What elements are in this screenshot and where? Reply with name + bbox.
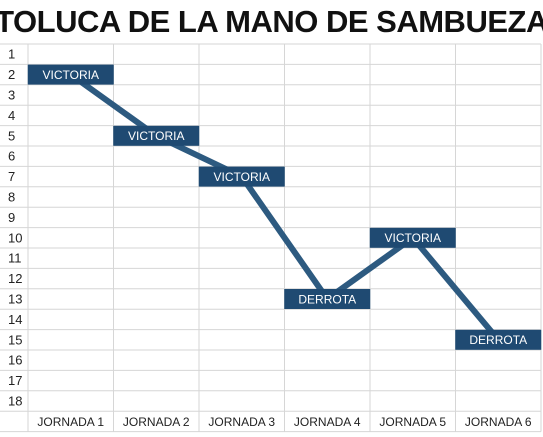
- chart-title: TOLUCA DE LA MANO DE SAMBUEZA: [0, 4, 543, 39]
- data-label-box: [284, 289, 371, 309]
- data-label: VICTORIA: [369, 227, 456, 248]
- y-tick-label: 3: [8, 88, 15, 103]
- data-label-text: DERROTA: [469, 333, 527, 347]
- data-label-box: [455, 329, 542, 350]
- grid-lines: [0, 43, 542, 433]
- y-tick-label: 14: [8, 312, 22, 327]
- y-tick-label: 16: [8, 353, 22, 368]
- data-label-text: VICTORIA: [214, 170, 270, 184]
- y-tick-label: 11: [8, 251, 22, 266]
- data-label-box: [113, 125, 200, 146]
- data-label-box: [27, 64, 114, 85]
- data-label-text: VICTORIA: [385, 231, 441, 245]
- data-label: VICTORIA: [27, 64, 114, 85]
- x-tick-label: JORNADA 2: [123, 415, 190, 429]
- data-label-text: VICTORIA: [43, 68, 99, 82]
- x-tick-label: JORNADA 6: [465, 415, 532, 429]
- data-label: VICTORIA: [198, 166, 285, 187]
- y-tick-label: 17: [8, 373, 22, 388]
- x-tick-label: JORNADA 5: [379, 415, 446, 429]
- x-tick-label: JORNADA 4: [294, 415, 361, 429]
- y-tick-label: 6: [8, 149, 15, 164]
- data-label-box: [369, 227, 456, 248]
- x-tick-label: JORNADA 1: [37, 415, 104, 429]
- x-tick-label: JORNADA 3: [208, 415, 275, 429]
- y-tick-label: 7: [8, 169, 15, 184]
- y-tick-label: 5: [8, 128, 15, 143]
- x-axis-labels: JORNADA 1 JORNADA 2 JORNADA 3 JORNADA 4 JORN…: [37, 415, 532, 429]
- y-tick-label: 9: [8, 210, 15, 225]
- y-tick-label: 12: [8, 271, 22, 286]
- data-labels: VICTORIA VICTORIA VICTORIA DERROTA VICTORIA D…: [27, 64, 542, 350]
- data-label-box: [198, 166, 285, 187]
- y-tick-label: 1: [8, 47, 15, 62]
- y-tick-label: 15: [8, 332, 22, 347]
- y-tick-label: 18: [8, 394, 22, 409]
- series-line: [69, 72, 501, 342]
- y-tick-label: 8: [8, 190, 15, 205]
- data-label: DERROTA: [455, 329, 542, 350]
- y-tick-label: 10: [8, 230, 22, 245]
- data-label-text: VICTORIA: [128, 129, 184, 143]
- y-tick-label: 4: [8, 108, 15, 123]
- data-label-text: DERROTA: [298, 292, 356, 306]
- y-tick-label: 13: [8, 292, 22, 307]
- data-label: DERROTA: [284, 289, 371, 309]
- data-label: VICTORIA: [113, 125, 200, 146]
- y-tick-label: 2: [8, 67, 15, 82]
